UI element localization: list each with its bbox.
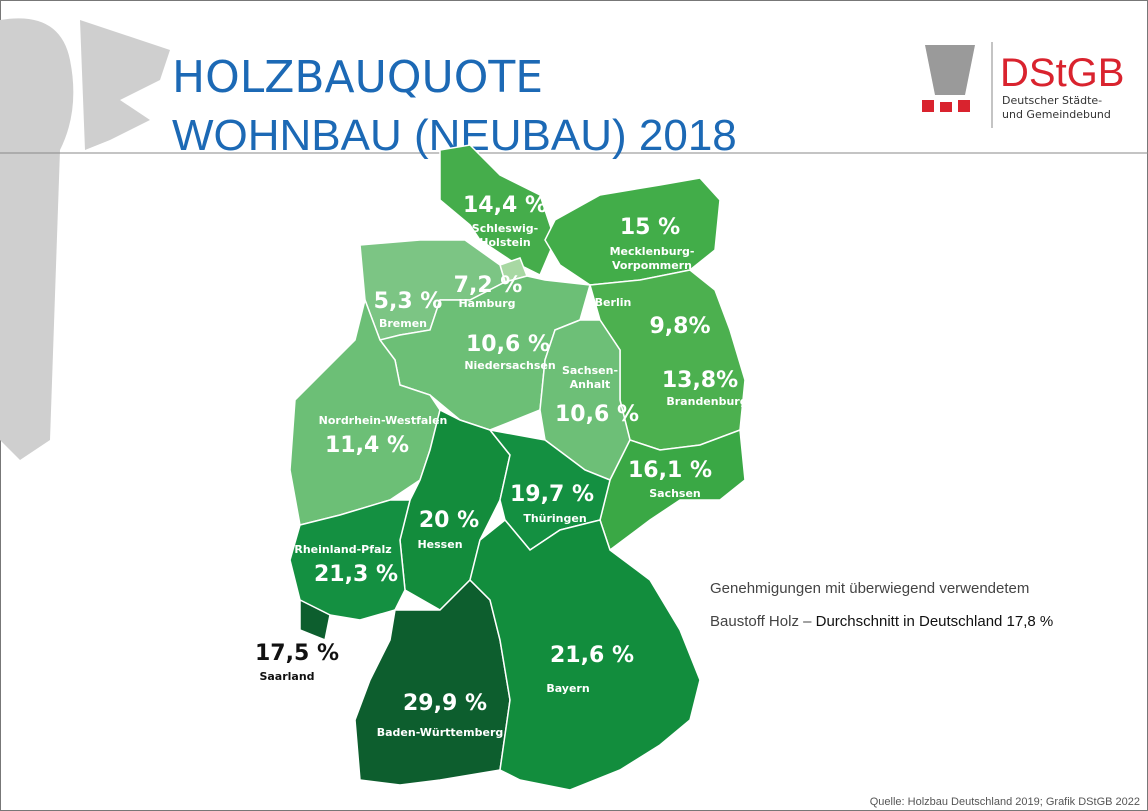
region-value: 11,4 %: [325, 433, 409, 458]
region-value: 16,1 %: [628, 458, 712, 483]
region-name: Berlin: [595, 296, 632, 309]
note: Genehmigungen mit überwiegend verwendete…: [710, 580, 1029, 597]
source: Quelle: Holzbau Deutschland 2019; Grafik…: [870, 796, 1140, 808]
logo-icon: [940, 102, 952, 112]
region: [439, 144, 556, 277]
region-name: Baden-Württemberg: [377, 726, 504, 739]
region-value: 20 %: [419, 508, 479, 533]
logo-icon: [958, 100, 970, 112]
region-name: Vorpommern: [612, 259, 692, 272]
region-name: Bremen: [379, 317, 427, 330]
region: [289, 297, 441, 526]
region-name: Hessen: [417, 538, 462, 551]
logo: DStGB Deutscher Städte- und Gemeindebund: [922, 42, 1124, 128]
note: Baustoff Holz – Durchschnitt in Deutschl…: [710, 613, 1053, 630]
region-name: Holstein: [479, 236, 530, 249]
region-value: 21,3 %: [314, 562, 398, 587]
region-value: 19,7 %: [510, 482, 594, 507]
region-value: 14,4 %: [463, 193, 547, 218]
logo-name: DStGB: [1000, 51, 1124, 95]
title: HOLZBAUQUOTE: [172, 52, 543, 103]
region-name: Schleswig-: [472, 222, 538, 235]
region-value: 15 %: [620, 215, 680, 240]
note-bold: Durchschnitt in Deutschland 17,8 %: [816, 613, 1054, 630]
region-value: 7,2 %: [454, 273, 523, 298]
region-value: 13,8%: [662, 368, 738, 393]
eagle-watermark: [0, 18, 170, 460]
region: [289, 499, 411, 621]
labels: 14,4 % Schleswig-Holstein 15 % Mecklenburg-…: [255, 193, 748, 739]
region-value: 29,9 %: [403, 691, 487, 716]
region-value: 10,6 %: [466, 332, 550, 357]
region-name: Sachsen-: [562, 364, 618, 377]
region-value: 9,8%: [649, 314, 710, 339]
region-value: 21,6 %: [550, 643, 634, 668]
region-name: Bayern: [546, 682, 589, 695]
note: Baustoff Holz –: [710, 613, 816, 630]
region-name: Saarland: [259, 670, 314, 683]
map: [289, 144, 746, 791]
region-name: Hamburg: [458, 297, 515, 310]
region: [299, 598, 331, 642]
region: [469, 518, 701, 791]
region-name: Mecklenburg-: [610, 245, 695, 258]
region-value: 10,6 %: [555, 402, 639, 427]
logo-icon: [922, 100, 934, 112]
logo-line: und Gemeindebund: [1002, 108, 1111, 121]
region-name: Anhalt: [570, 378, 611, 391]
region-name: Sachsen: [649, 487, 701, 500]
logo-line: Deutscher Städte-: [1002, 94, 1102, 107]
region-name: Thüringen: [523, 512, 586, 525]
region-name: Brandenburg: [666, 395, 747, 408]
region: [544, 177, 721, 286]
region-name: Nordrhein-Westfalen: [319, 414, 448, 427]
region-value: 5,3 %: [374, 289, 443, 314]
region-value: 17,5 %: [255, 641, 339, 666]
logo-eagle: [925, 45, 975, 95]
region-name: Niedersachsen: [464, 359, 555, 372]
region-name: Rheinland-Pfalz: [294, 543, 391, 556]
